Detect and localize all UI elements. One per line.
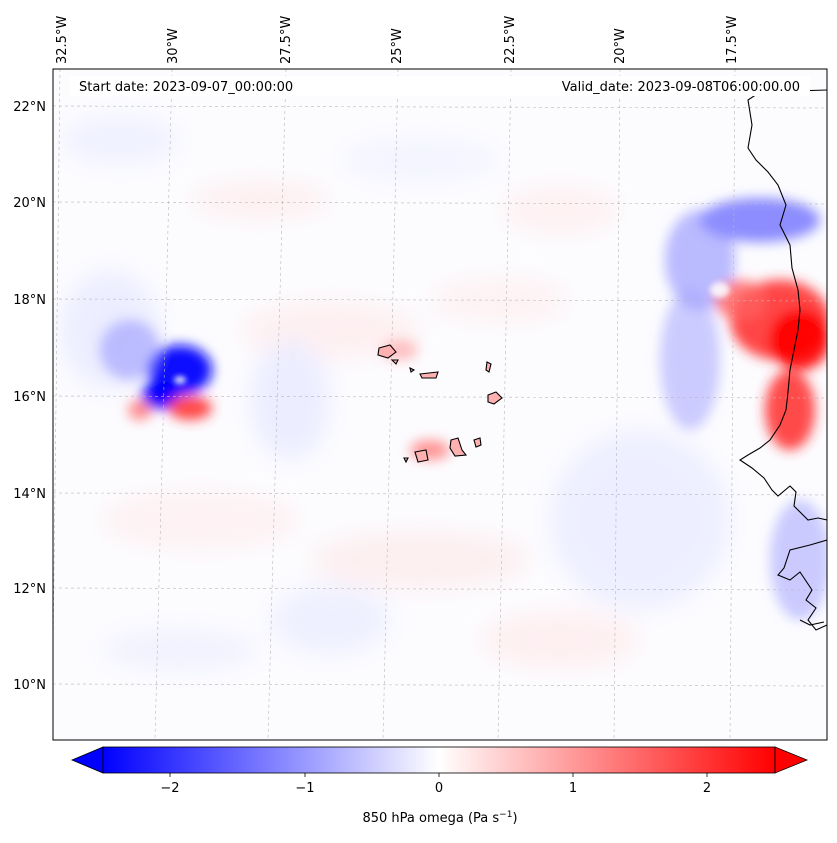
info-bar-bg [70,76,810,96]
colorbar-label: 850 hPa omega (Pa s−1) [362,810,517,826]
lon-label-27.5w: 27.5°W [279,16,294,64]
lat-label-18n: 18°N [13,293,46,308]
lat-label-22n: 22°N [13,100,46,115]
valid-date-label: Valid_date: 2023-09-08T06:00:00.00 [562,80,800,95]
lat-label-14n: 14°N [13,487,46,502]
colorbar-right-extend [774,746,809,774]
lon-label-22.5w: 22.5°W [503,16,518,64]
colorbar-tick-1: 1 [569,781,577,796]
lon-label-25w: 25°W [390,28,405,64]
coastlines [738,89,827,631]
colorbar: −2 −1 0 1 2 850 hPa omega (Pa s−1) [70,746,809,826]
colorbar-label-main: 850 hPa omega (Pa s [362,811,499,826]
colorbar-label-end: ) [512,811,517,826]
colorbar-left-extend [70,746,104,774]
lon-label-20w: 20°W [613,28,628,64]
map-frame [52,68,828,741]
lon-label-30w: 30°W [166,28,181,64]
longitude-labels: 32.5°W 30°W 27.5°W 25°W 22.5°W 20°W 17.5… [55,16,740,64]
africa-coastline [738,89,827,521]
colorbar-tick-neg2: −2 [160,781,179,796]
start-date-label: Start date: 2023-09-07_00:00:00 [79,80,293,95]
lon-label-32.5w: 32.5°W [55,16,70,64]
map-panel: Start date: 2023-09-07_00:00:00 Valid_da… [52,68,828,741]
lat-label-10n: 10°N [13,678,46,693]
colorbar-tick-0: 0 [435,781,443,796]
latitude-labels: 22°N 20°N 18°N 16°N 14°N 12°N 10°N [13,100,46,693]
colorbar-label-sup: −1 [499,810,512,820]
colorbar-tick-neg1: −1 [295,781,314,796]
colorbar-body [102,746,776,774]
lon-label-17.5w: 17.5°W [725,16,740,64]
colorbar-tick-2: 2 [703,781,711,796]
lat-label-16n: 16°N [13,390,46,405]
cape-verde-islands [377,344,503,464]
lat-label-12n: 12°N [13,582,46,597]
lat-label-20n: 20°N [13,196,46,211]
omega-field [60,115,827,672]
